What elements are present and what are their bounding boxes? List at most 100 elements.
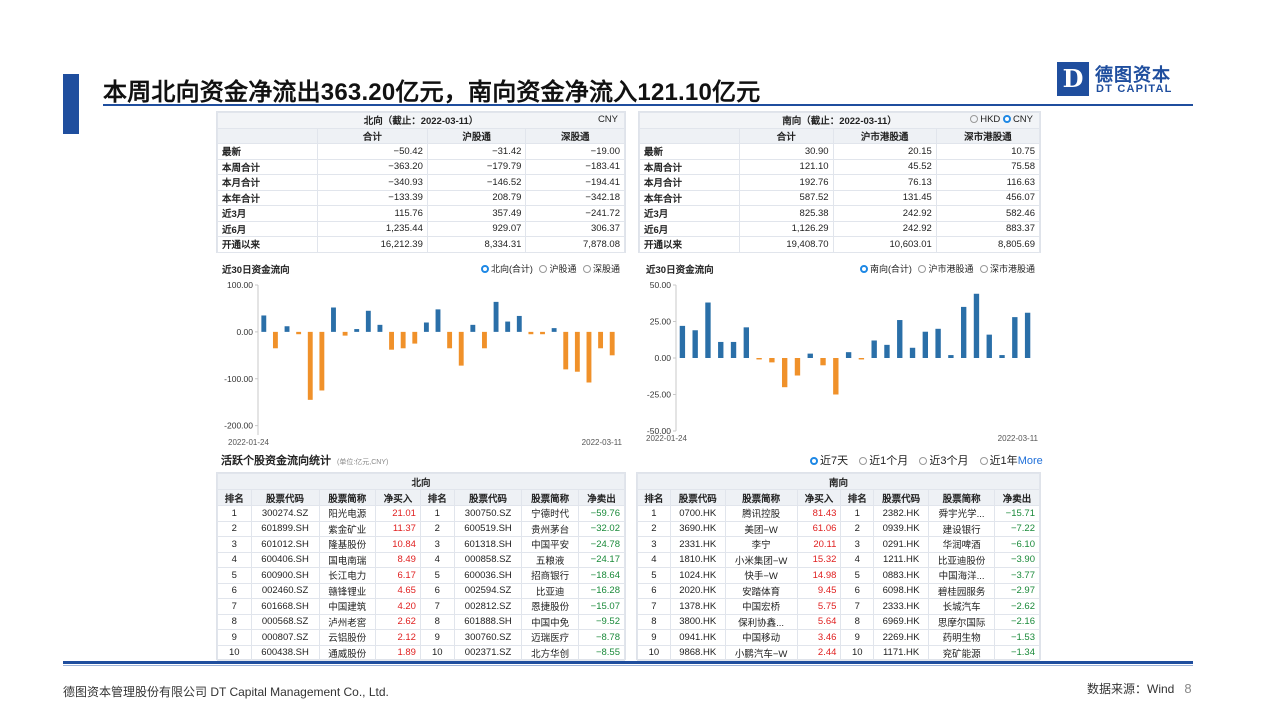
table-row[interactable]: 10 9868.HK 小鹏汽车−W 2.44 10 1171.HK 兖矿能源 −1.34 <box>637 644 1040 661</box>
bar[interactable] <box>493 301 499 332</box>
bar[interactable] <box>679 325 686 358</box>
legend-hk-sh[interactable]: 沪市港股通 <box>928 264 974 274</box>
table-row[interactable]: 6 2020.HK 安踏体育 9.45 6 6098.HK 碧桂园服务 −2.97 <box>637 582 1040 599</box>
table-row[interactable]: 2 3690.HK 美团−W 61.06 2 0939.HK 建设银行 −7.22 <box>637 520 1040 537</box>
bar[interactable] <box>261 315 267 332</box>
table-row[interactable]: 10 600438.SH 通威股份 1.89 10 002371.SZ 北方华创 −8.55 <box>217 644 626 661</box>
bar[interactable] <box>284 326 290 332</box>
bar[interactable] <box>505 321 511 332</box>
bar[interactable] <box>342 331 348 336</box>
bar[interactable] <box>871 340 877 358</box>
bar[interactable] <box>365 310 371 332</box>
table-row[interactable]: 8 3800.HK 保利协鑫... 5.64 8 6969.HK 思摩尔国际 −2.16 <box>637 613 1040 630</box>
table-row[interactable]: 8 000568.SZ 泸州老窖 2.62 8 601888.SH 中国中免 −9.52 <box>217 613 626 630</box>
bar[interactable] <box>272 331 278 349</box>
bar[interactable] <box>922 331 929 358</box>
bar[interactable] <box>730 341 737 358</box>
table-row[interactable]: 4 600406.SH 国电南瑞 8.49 4 000858.SZ 五粮液 −24.17 <box>217 551 626 568</box>
table-row[interactable]: 9 0941.HK 中国移动 3.46 9 2269.HK 药明生物 −1.53 <box>637 629 1040 646</box>
bar[interactable] <box>794 358 801 376</box>
bar[interactable] <box>692 330 698 358</box>
bar[interactable] <box>743 327 750 358</box>
bar[interactable] <box>833 358 839 395</box>
bar[interactable] <box>884 344 890 358</box>
table-row[interactable]: 7 1378.HK 中国宏桥 5.75 7 2333.HK 长城汽车 −2.62 <box>637 598 1040 615</box>
bar[interactable] <box>423 322 429 332</box>
legend-radio-north-total[interactable] <box>480 265 489 273</box>
bar[interactable] <box>458 331 464 366</box>
legend-radio-sz[interactable] <box>582 265 591 273</box>
bar[interactable] <box>574 331 580 372</box>
legend-radio-hk-sz[interactable] <box>979 265 988 273</box>
bar[interactable] <box>400 331 406 349</box>
bar[interactable] <box>935 328 941 358</box>
cny-label[interactable]: CNY <box>1012 114 1033 125</box>
table-row[interactable]: 2 601899.SH 紫金矿业 11.37 2 600519.SH 贵州茅台 −32.02 <box>217 520 626 537</box>
table-row[interactable]: 3 601012.SH 隆基股份 10.84 3 601318.SH 中国平安 −24.78 <box>217 536 626 553</box>
tab-radio-1y[interactable] <box>979 457 988 465</box>
bar[interactable] <box>354 329 360 332</box>
bar[interactable] <box>319 331 325 391</box>
tab-3-months[interactable]: 近3个月 <box>929 455 969 467</box>
bar[interactable] <box>435 309 441 332</box>
legend-sh-connect[interactable]: 沪股通 <box>549 264 577 274</box>
bar[interactable] <box>973 293 980 358</box>
tab-radio-7d[interactable] <box>810 457 818 465</box>
bar[interactable] <box>470 324 476 332</box>
bar[interactable] <box>897 320 903 358</box>
table-row[interactable]: 5 1024.HK 快手−W 14.98 5 0883.HK 中国海洋... −3.77 <box>637 567 1040 584</box>
bar[interactable] <box>1024 312 1031 358</box>
bar[interactable] <box>516 315 522 332</box>
table-row[interactable]: 7 601668.SH 中国建筑 4.20 7 002812.SZ 恩捷股份 −15.07 <box>217 598 626 615</box>
bar[interactable] <box>296 331 302 335</box>
legend-sz-connect[interactable]: 深股通 <box>592 264 620 274</box>
bar[interactable] <box>563 331 569 370</box>
table-row[interactable]: 6 002460.SZ 赣锋锂业 4.65 6 002594.SZ 比亚迪 −16.28 <box>217 582 626 599</box>
bar[interactable] <box>551 328 557 332</box>
bar[interactable] <box>389 331 394 350</box>
bar[interactable] <box>705 302 711 358</box>
bar[interactable] <box>948 355 954 358</box>
tab-radio-3m[interactable] <box>919 457 928 465</box>
bar[interactable] <box>807 353 813 358</box>
table-row[interactable]: 1 300274.SZ 阳光电源 21.01 1 300750.SZ 宁德时代 −59.76 <box>217 505 626 522</box>
hkd-radio[interactable] <box>970 115 979 123</box>
legend-south-total[interactable]: 南向(合计) <box>869 264 912 274</box>
bar[interactable] <box>756 358 762 360</box>
tab-radio-1m[interactable] <box>859 457 868 465</box>
bar[interactable] <box>769 358 775 363</box>
bar[interactable] <box>540 331 545 335</box>
legend-radio-hk-sh[interactable] <box>918 265 927 273</box>
tab-1-year[interactable]: 近1年 <box>989 455 1018 467</box>
bar[interactable] <box>718 341 724 358</box>
bar[interactable] <box>609 331 615 356</box>
bar[interactable] <box>377 324 383 332</box>
bar[interactable] <box>528 331 534 335</box>
legend-north-total[interactable]: 北向(合计) <box>490 264 533 274</box>
table-row[interactable]: 9 000807.SZ 云铝股份 2.12 9 300760.SZ 迈瑞医疗 −8.78 <box>217 629 626 646</box>
bar[interactable] <box>1012 317 1018 358</box>
legend-radio-sh[interactable] <box>539 265 548 273</box>
bar[interactable] <box>307 331 313 400</box>
bar[interactable] <box>960 306 967 358</box>
tab-1-month[interactable]: 近1个月 <box>869 455 909 467</box>
bar[interactable] <box>820 358 826 366</box>
bar[interactable] <box>412 331 418 344</box>
bar[interactable] <box>598 331 604 349</box>
legend-radio-south-total[interactable] <box>859 265 868 273</box>
bar[interactable] <box>999 355 1005 358</box>
bar[interactable] <box>909 347 916 358</box>
bar[interactable] <box>482 331 487 349</box>
table-row[interactable]: 3 2331.HK 李宁 20.11 3 0291.HK 华润啤酒 −6.10 <box>637 536 1040 553</box>
legend-hk-sz[interactable]: 深市港股通 <box>989 264 1035 274</box>
bar[interactable] <box>986 334 992 358</box>
bar[interactable] <box>858 358 865 360</box>
bar[interactable] <box>845 352 852 358</box>
bar[interactable] <box>781 358 788 388</box>
table-row[interactable]: 1 0700.HK 腾讯控股 81.43 1 2382.HK 舜宇光学... −15.71 <box>637 505 1040 522</box>
hkd-label[interactable]: HKD <box>980 114 1001 125</box>
table-row[interactable]: 5 600900.SH 长江电力 6.17 5 600036.SH 招商银行 −18.64 <box>217 567 626 584</box>
cny-radio[interactable] <box>1002 115 1011 123</box>
tab-7-days[interactable]: 近7天 <box>820 455 849 467</box>
bar[interactable] <box>586 331 592 383</box>
